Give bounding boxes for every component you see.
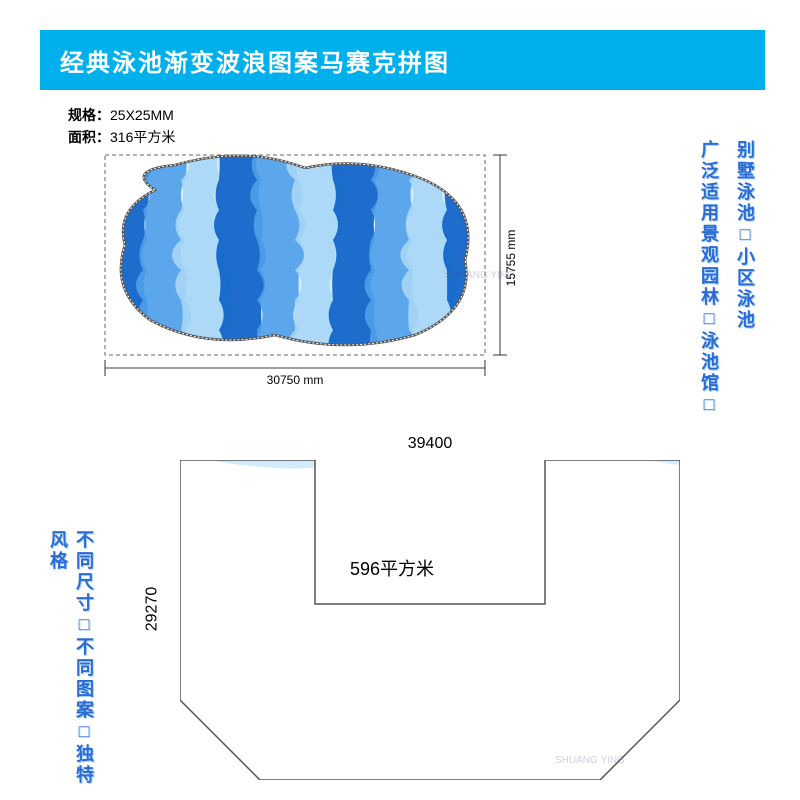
sidetext-right-outer: 别墅泳池□小区泳池 xyxy=(732,140,758,331)
pool2-dim-h-label: 29270 xyxy=(143,587,161,632)
header-title: 经典泳池渐变波浪图案马赛克拼图 xyxy=(60,43,450,78)
pool2-diagram xyxy=(180,460,680,780)
pool1-diagram: 30750 mm 15755 mm xyxy=(95,150,535,375)
sidetext-left: 不同尺寸□不同图案□独特风格 xyxy=(45,530,97,800)
pool2-area-label: 596平方米 xyxy=(350,555,434,581)
pool1-dim-w-label: 30750 mm xyxy=(267,373,324,387)
sidetext-right-inner: 广泛适用景观园林□泳池馆□ xyxy=(696,140,722,417)
spec-size: 规格：25X25MM xyxy=(68,104,175,126)
header-band: 经典泳池渐变波浪图案马赛克拼图 xyxy=(40,30,765,90)
pool2-dim-w-label: 39400 xyxy=(180,435,680,453)
spec-block: 规格：25X25MM 面积：316平方米 xyxy=(68,104,175,148)
watermark-1: SHUANG YING xyxy=(445,270,515,281)
pool2-svg xyxy=(180,460,680,780)
watermark-2: SHUANG YING xyxy=(555,755,625,766)
spec-area: 面积：316平方米 xyxy=(68,126,175,148)
pool2-wave-fill xyxy=(180,460,680,780)
